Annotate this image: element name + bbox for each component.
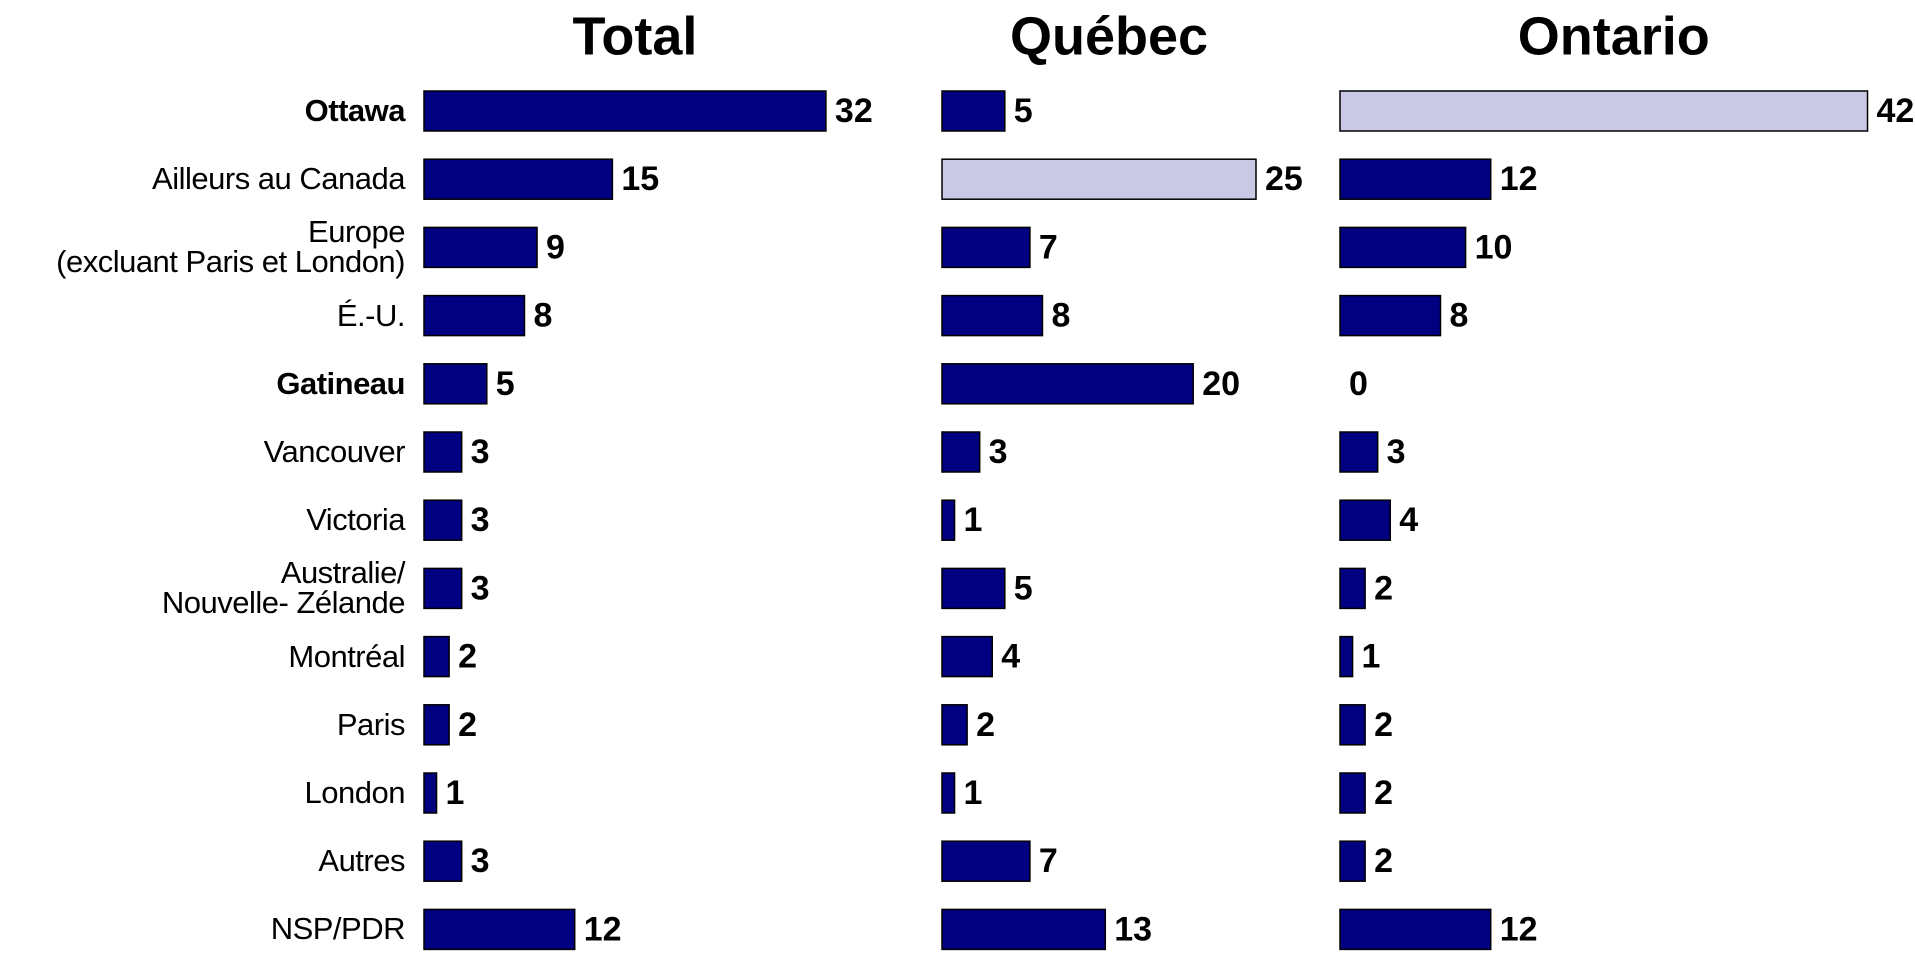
- bar: [423, 294, 526, 337]
- panel-title: Ontario: [1518, 6, 1710, 66]
- value-label: 4: [1001, 638, 1020, 676]
- bar: [423, 499, 463, 541]
- value-label: 3: [471, 842, 490, 880]
- value-label: 12: [1500, 910, 1538, 948]
- bar: [1339, 90, 1869, 132]
- value-label: 20: [1202, 365, 1240, 403]
- bar: [423, 840, 463, 882]
- bar: [423, 635, 450, 678]
- category-label: London: [304, 775, 406, 810]
- bar: [1339, 294, 1442, 337]
- bar: [423, 567, 463, 610]
- category-label: NSP/PDR: [270, 911, 406, 947]
- value-label: 2: [1374, 706, 1393, 744]
- bar: [423, 908, 576, 951]
- bar: [1339, 567, 1366, 610]
- value-label: 13: [1114, 910, 1152, 948]
- category-label: Ottawa: [304, 93, 406, 128]
- bar: [423, 704, 450, 746]
- value-label: 0: [1349, 365, 1368, 403]
- value-label: 8: [533, 297, 552, 335]
- value-label: 2: [458, 706, 477, 744]
- bar: [423, 363, 488, 405]
- category-label: Montréal: [288, 638, 405, 674]
- value-label: 7: [1039, 228, 1058, 266]
- value-label: 5: [1014, 569, 1033, 607]
- value-label: 2: [1374, 842, 1393, 880]
- value-label: 3: [1387, 433, 1406, 471]
- value-label: 32: [835, 92, 873, 130]
- bar: [1339, 158, 1492, 200]
- bar: [1339, 226, 1467, 269]
- value-label: 42: [1877, 92, 1915, 130]
- bar: [423, 772, 438, 814]
- value-label: 8: [1449, 297, 1468, 335]
- value-label: 3: [989, 433, 1008, 471]
- category-label: É.-U.: [336, 297, 406, 333]
- value-label: 25: [1265, 160, 1303, 198]
- bar: [1339, 635, 1354, 678]
- value-label: 15: [621, 160, 659, 198]
- bar: [1339, 908, 1492, 951]
- bar: [941, 90, 1006, 132]
- bar: [941, 499, 956, 541]
- bar: [941, 635, 993, 678]
- category-label: Vancouver: [263, 434, 406, 469]
- category-label: Paris: [336, 706, 406, 742]
- value-label: 1: [964, 501, 983, 539]
- value-label: 1: [964, 774, 983, 812]
- bar: [423, 431, 463, 473]
- bar: [941, 567, 1006, 610]
- value-label: 2: [1374, 569, 1393, 607]
- value-label: 1: [1362, 638, 1381, 676]
- bar: [941, 908, 1107, 951]
- category-label: Australie/ Nouvelle- Zélande: [161, 555, 406, 621]
- panel-title: Québec: [1010, 6, 1208, 66]
- value-label: 7: [1039, 842, 1058, 880]
- category-label: Europe (excluant Paris et London): [56, 214, 405, 280]
- bar: [941, 772, 956, 814]
- bar: [423, 158, 614, 200]
- value-label: 10: [1475, 228, 1513, 266]
- bar: [941, 294, 1044, 337]
- bar: [423, 226, 538, 269]
- category-label: Ailleurs au Canada: [152, 161, 405, 197]
- bar: [941, 431, 981, 473]
- bar: [941, 226, 1031, 269]
- value-label: 3: [471, 501, 490, 539]
- value-label: 8: [1051, 297, 1070, 335]
- bar: [1339, 840, 1366, 882]
- value-label: 2: [458, 638, 477, 676]
- value-label: 12: [584, 910, 622, 948]
- bar: [1339, 499, 1391, 541]
- category-label: Gatineau: [276, 365, 405, 401]
- bar: [1339, 704, 1366, 746]
- value-label: 12: [1500, 160, 1538, 198]
- category-label: Autres: [318, 843, 405, 879]
- bar: [941, 363, 1194, 405]
- value-label: 9: [546, 228, 565, 266]
- bar: [941, 158, 1257, 200]
- bar: [941, 704, 968, 746]
- value-label: 2: [1374, 774, 1393, 812]
- panel-title: Total: [572, 6, 697, 66]
- value-label: 2: [976, 706, 995, 744]
- value-label: 3: [471, 433, 490, 471]
- bar: [941, 840, 1031, 882]
- value-label: 4: [1399, 501, 1418, 539]
- category-label: Victoria: [306, 502, 405, 538]
- value-label: 1: [446, 774, 465, 812]
- value-label: 5: [1014, 92, 1033, 130]
- value-label: 5: [496, 365, 515, 403]
- value-label: 3: [471, 569, 490, 607]
- bar: [1339, 431, 1379, 473]
- bar: [1339, 772, 1366, 814]
- bar: [423, 90, 827, 132]
